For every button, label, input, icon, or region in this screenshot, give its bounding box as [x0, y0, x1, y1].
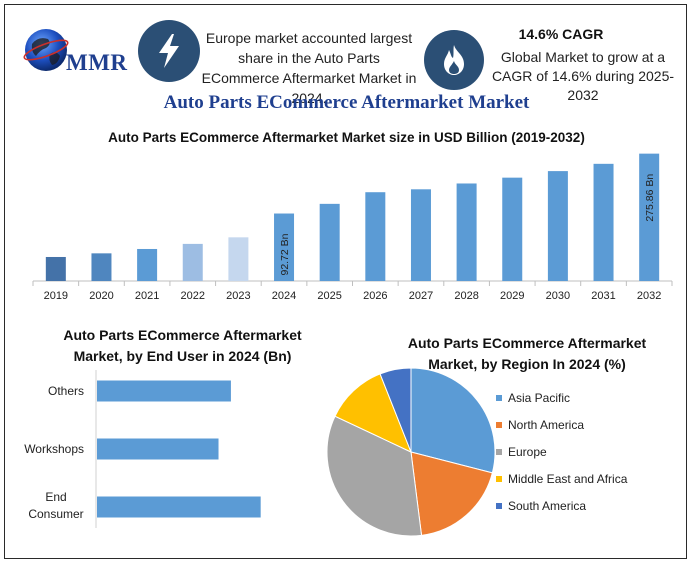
x-tick-label: 2028	[454, 290, 478, 302]
x-tick-label: 2031	[591, 290, 615, 302]
legend-item: South America	[496, 499, 586, 513]
main-title: Auto Parts ECommerce Aftermarket Market	[163, 92, 530, 113]
legend-item: Asia Pacific	[496, 391, 570, 405]
y-tick-label: Others	[48, 384, 84, 398]
y-tick-label: End	[45, 490, 66, 504]
end-user-chart-title: Auto Parts ECommerce Aftermarket Market,…	[63, 327, 302, 364]
x-tick-label: 2032	[637, 290, 661, 302]
bar-2020	[91, 253, 112, 281]
bar-chart-title: Auto Parts ECommerce Aftermarket Market …	[108, 130, 585, 145]
bar-2024	[274, 213, 295, 281]
data-label-2024: 92.72 Bn	[279, 233, 291, 275]
bar-2028	[456, 183, 477, 281]
pie-slice-north-america	[410, 451, 493, 536]
region-chart-title: Auto Parts ECommerce Aftermarket Market,…	[407, 335, 647, 372]
bar-2023	[228, 237, 249, 281]
legend-label: North America	[508, 418, 585, 432]
pie-slice-asia-pacific	[410, 367, 496, 474]
legend-swatch	[496, 422, 502, 428]
legend-item: Europe	[496, 445, 547, 459]
mmr-logo: MMR	[22, 22, 138, 78]
region-pie-chart	[326, 367, 496, 537]
bar-2027	[410, 189, 431, 281]
x-tick-label: 2027	[409, 290, 433, 302]
legend-swatch	[496, 395, 502, 401]
cagr-title: 14.6% CAGR	[518, 26, 604, 42]
lightning-icon	[138, 20, 200, 82]
bar-2029	[502, 177, 523, 281]
logo-text: MMR	[66, 50, 128, 75]
hbar-end-consumer	[97, 496, 261, 518]
legend-swatch	[496, 449, 502, 455]
y-tick-label: Workshops	[24, 442, 84, 456]
legend-label: Europe	[508, 445, 547, 459]
bar-2032	[639, 153, 660, 281]
end-user-bar-chart: Others Workshops End Consumer	[24, 370, 261, 528]
bar-2031	[593, 163, 614, 281]
x-tick-label: 2025	[317, 290, 341, 302]
market-size-bar-chart: 2019 2020 2021 2022 2023 2024 92.72 Bn 2025 2026…	[32, 153, 673, 302]
europe-share-text: Europe market accounted largest share in…	[201, 30, 417, 106]
legend-item: Middle East and Africa	[496, 472, 627, 486]
x-tick-label: 2023	[226, 290, 250, 302]
y-tick-label: Consumer	[28, 507, 83, 521]
pie-slice-middle-east-and-africa	[334, 373, 412, 453]
cagr-description: Global Market to grow at a CAGR of 14.6%…	[491, 49, 675, 103]
x-tick-label: 2020	[89, 290, 113, 302]
bar-2025	[319, 203, 340, 281]
x-tick-label: 2024	[272, 290, 296, 302]
pie-slice-south-america	[379, 367, 412, 453]
bar-2019	[45, 256, 66, 281]
bar-2026	[365, 192, 386, 281]
legend-swatch	[496, 476, 502, 482]
legend-swatch	[496, 503, 502, 509]
globe-icon	[23, 29, 69, 71]
legend-label: Asia Pacific	[508, 391, 571, 405]
flame-icon	[424, 30, 484, 90]
x-tick-label: 2030	[546, 290, 570, 302]
legend-label: South America	[508, 499, 587, 513]
x-tick-label: 2029	[500, 290, 524, 302]
bar-2030	[547, 171, 568, 281]
bar-2021	[137, 248, 158, 281]
data-label-2032: 275.86 Bn	[644, 174, 656, 222]
bar-2022	[182, 243, 203, 281]
legend-item: North America	[496, 418, 584, 432]
hbar-workshops	[97, 438, 219, 460]
x-tick-label: 2021	[135, 290, 159, 302]
x-tick-label: 2022	[181, 290, 205, 302]
legend-label: Middle East and Africa	[508, 472, 628, 486]
hbar-others	[97, 380, 231, 402]
x-tick-label: 2019	[44, 290, 68, 302]
x-tick-label: 2026	[363, 290, 387, 302]
